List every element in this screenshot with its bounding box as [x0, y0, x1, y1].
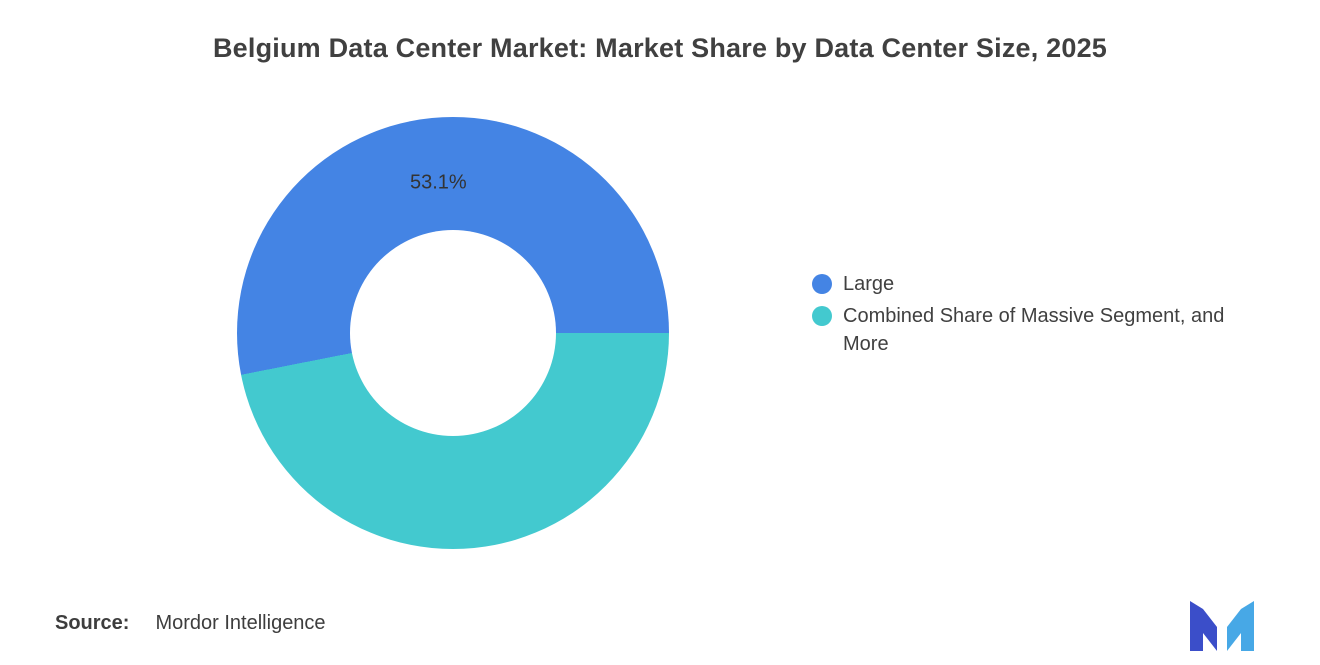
slice-data-label: 53.1%: [409, 171, 467, 194]
legend-item-large[interactable]: Large: [812, 270, 1243, 298]
legend-swatch-combined: [812, 306, 832, 326]
legend: Large Combined Share of Massive Segment,…: [812, 270, 1243, 362]
mordor-intelligence-logo: [1190, 601, 1254, 651]
source-label: Source:: [55, 612, 130, 634]
source-line: Source: Mordor Intelligence: [55, 612, 326, 635]
donut-hole: [350, 230, 556, 436]
legend-label-combined: Combined Share of Massive Segment, and M…: [843, 305, 1225, 355]
legend-item-combined[interactable]: Combined Share of Massive Segment, and M…: [812, 302, 1243, 358]
donut-chart: 53.1%: [237, 117, 669, 549]
chart-title: Belgium Data Center Market: Market Share…: [212, 33, 1108, 63]
legend-label-large: Large: [843, 273, 895, 295]
source-value: Mordor Intelligence: [155, 612, 326, 634]
legend-swatch-large: [812, 274, 832, 294]
